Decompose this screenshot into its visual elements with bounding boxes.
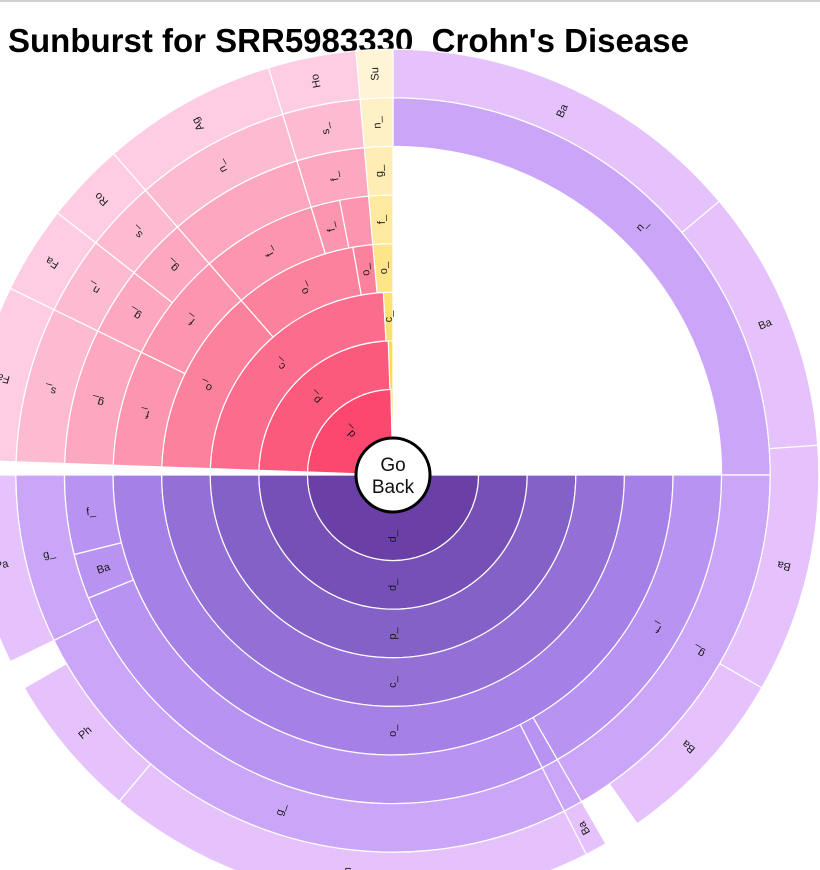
sunburst-label-12: o_ (359, 262, 373, 277)
sunburst-segment-bacteroidetes-7-46[interactable] (608, 662, 763, 825)
sunburst-label-56: Su (369, 67, 382, 81)
sunburst-label-14: o_ (387, 724, 399, 737)
sunburst-label-30: f_ (328, 170, 342, 182)
sunburst-label-11: o_ (295, 279, 311, 296)
sunburst-label-55: Ho (309, 73, 323, 89)
sunburst-segment-bacteroidetes-7-49[interactable] (23, 662, 152, 803)
go-back-label-line1: Go (380, 455, 405, 476)
sunburst-segment-bacteroidetes-6-32[interactable] (392, 97, 771, 476)
go-back-button[interactable]: Go Back (354, 436, 432, 514)
sunburst-label-42: n_ (371, 115, 384, 129)
sunburst-label-13: o_ (378, 261, 391, 275)
sunburst-label-48: Ph (341, 867, 354, 870)
sunburst-label-18: f_ (324, 220, 338, 233)
sunburst-label-0: d_ (387, 529, 399, 542)
sunburst-label-9: c_ (387, 675, 399, 688)
sunburst-label-6: p_ (387, 627, 399, 640)
sunburst-label-44: Ba (757, 316, 775, 332)
sunburst-label-15: f_ (138, 406, 151, 420)
sunburst-label-43: Ba (554, 102, 571, 120)
sunburst-label-37: s_ (43, 382, 58, 397)
sunburst-label-54: Ag (190, 115, 207, 133)
sunburst-label-25: f_ (86, 505, 97, 518)
sunburst-segments (0, 48, 820, 870)
go-back-label-line2: Back (372, 477, 415, 498)
sunburst-label-24: Ba (95, 561, 112, 577)
sunburst-label-45: Ba (775, 558, 792, 573)
sunburst-label-36: g_ (42, 547, 57, 562)
sunburst-label-10: o_ (197, 377, 214, 393)
top-divider (0, 0, 820, 2)
sunburst-label-50: Pa (0, 558, 11, 573)
sunburst-label-41: s_ (318, 121, 332, 136)
sunburst-label-26: g_ (89, 394, 105, 409)
sunburst-label-47: Ba (576, 818, 593, 836)
go-back-button-circle[interactable] (354, 436, 432, 514)
sunburst-label-35: g_ (273, 801, 289, 817)
sunburst-segment-proteobacteria-7-56[interactable] (355, 48, 394, 100)
sunburst-label-31: g_ (373, 164, 386, 178)
sunburst-label-3: d_ (387, 578, 399, 591)
sunburst-segment-bacteroidetes-7-50[interactable] (0, 474, 55, 663)
sunburst-label-8: c_ (383, 310, 395, 323)
sunburst-label-20: f_ (376, 214, 388, 225)
sunburst-label-51: Fa (0, 370, 11, 385)
